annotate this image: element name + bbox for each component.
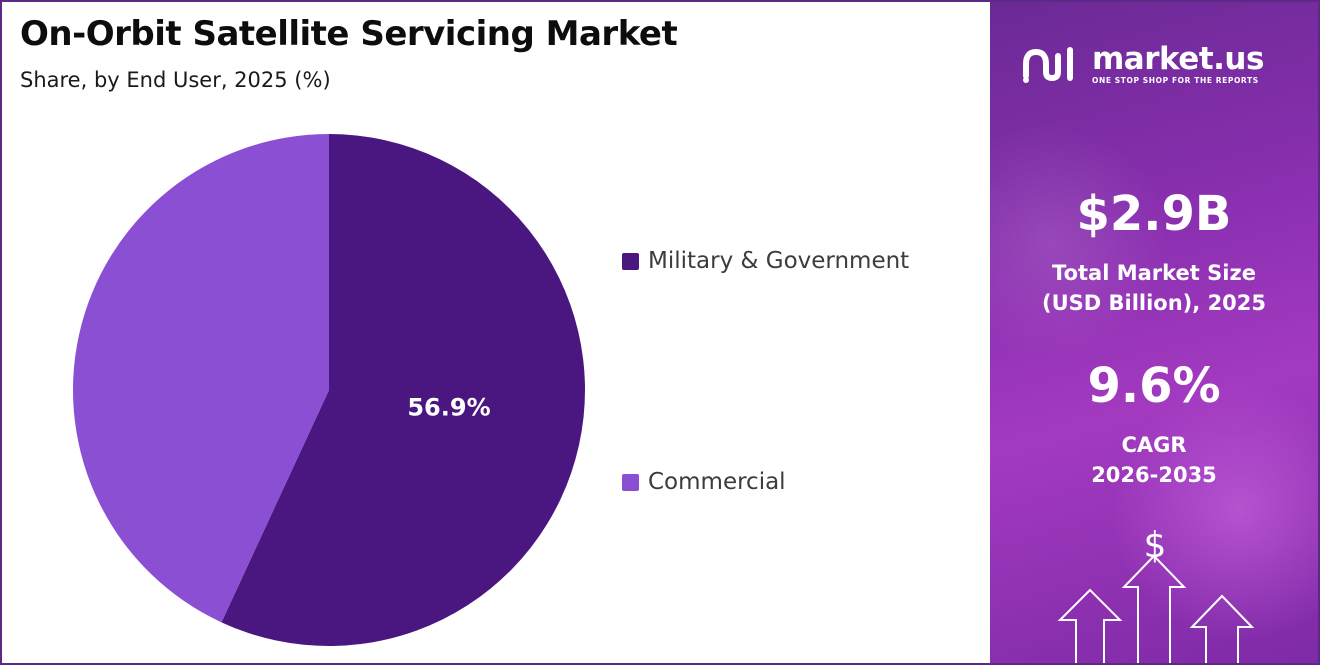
pie-chart: 56.9% bbox=[72, 134, 585, 646]
chart-title: On-Orbit Satellite Servicing Market bbox=[20, 14, 678, 54]
dollar-sign-icon: $ bbox=[1144, 525, 1167, 566]
background-glow bbox=[1110, 382, 1318, 642]
pie-data-label: 56.9% bbox=[407, 393, 490, 421]
legend-item-military: Military & Government bbox=[622, 248, 909, 274]
legend-label-commercial: Commercial bbox=[648, 469, 786, 495]
market-us-logo-icon bbox=[1023, 47, 1073, 83]
legend-swatch-military bbox=[622, 252, 639, 270]
legend-item-commercial: Commercial bbox=[622, 469, 786, 495]
pie-slice-commercial bbox=[72, 134, 329, 623]
up-arrow-icon bbox=[1189, 594, 1255, 663]
chart-panel: On-Orbit Satellite Servicing Market Shar… bbox=[2, 2, 988, 663]
cagr-value: 9.6% bbox=[1087, 358, 1221, 414]
cagr-period: 2026-2035 bbox=[1091, 463, 1217, 487]
market-size-label-line2: (USD Billion), 2025 bbox=[1041, 291, 1267, 315]
background-glow bbox=[990, 122, 1170, 362]
market-size-label-line1: Total Market Size bbox=[1052, 261, 1256, 285]
legend-swatch-commercial bbox=[622, 473, 639, 491]
growth-icons: $ bbox=[1057, 525, 1255, 663]
brand-tagline: ONE STOP SHOP FOR THE REPORTS bbox=[1092, 75, 1259, 85]
up-arrow-icon bbox=[1121, 554, 1187, 663]
market-size-value: $2.9B bbox=[1076, 186, 1232, 242]
legend-label-military: Military & Government bbox=[648, 248, 910, 274]
chart-subtitle: Share, by End User, 2025 (%) bbox=[20, 68, 331, 92]
pie-slice-military-government bbox=[221, 134, 585, 646]
brand-name: market.us bbox=[1092, 40, 1264, 77]
cagr-label: CAGR bbox=[1121, 433, 1187, 457]
brand-logo: market.us ONE STOP SHOP FOR THE REPORTS bbox=[1022, 42, 1264, 86]
summary-sidebar: market.us ONE STOP SHOP FOR THE REPORTS … bbox=[990, 2, 1318, 663]
up-arrow-icon bbox=[1057, 588, 1123, 663]
